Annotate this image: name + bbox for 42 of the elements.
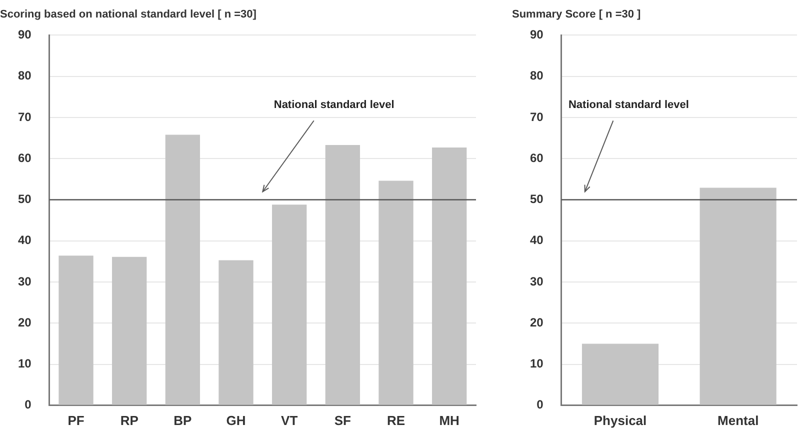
y-tick-label: 80 [530,68,544,83]
y-tick-label: 30 [18,274,32,288]
bar [218,260,254,405]
x-tick-label: VT [281,412,298,428]
x-tick-label: Mental [718,412,759,428]
y-tick-label: 30 [530,274,544,288]
y-tick-label: 20 [530,315,544,330]
chart-title: Summary Score [ n =30 ] [512,8,642,21]
ref-line-label: National standard level [274,99,394,112]
y-tick-label: 20 [18,315,32,330]
x-tick-label: BP [174,412,192,428]
x-tick-label: Physical [594,412,647,428]
y-tick-label: 70 [18,110,32,124]
bar [272,204,307,405]
y-tick-label: 60 [530,150,544,165]
y-tick-label: 90 [18,28,32,42]
bar [165,134,200,405]
y-tick-label: 70 [530,110,544,124]
y-tick-label: 40 [530,233,544,248]
bar [58,256,94,405]
x-tick-label: RP [120,412,139,428]
bar [112,256,147,405]
ref-line-label: National standard level [568,99,689,112]
y-tick-label: 50 [18,192,32,206]
y-tick-label: 90 [530,28,544,42]
x-tick-label: RE [386,412,406,428]
y-tick-label: 0 [536,398,544,412]
x-tick-label: PF [68,412,84,428]
y-tick-label: 10 [530,356,544,371]
chart-title: Scoring based on national standard level [ n =30] [0,8,257,21]
bar [432,147,467,405]
bar [378,180,414,405]
x-tick-label: SF [334,412,352,428]
y-tick-label: 40 [18,233,32,248]
x-tick-label: GH [226,412,246,428]
y-tick-label: 50 [530,192,544,206]
bar [325,145,360,405]
y-tick-label: 0 [24,398,32,412]
y-tick-label: 10 [18,356,32,371]
x-tick-label: MH [439,412,460,428]
y-tick-label: 60 [18,150,32,165]
y-tick-label: 80 [18,68,32,83]
